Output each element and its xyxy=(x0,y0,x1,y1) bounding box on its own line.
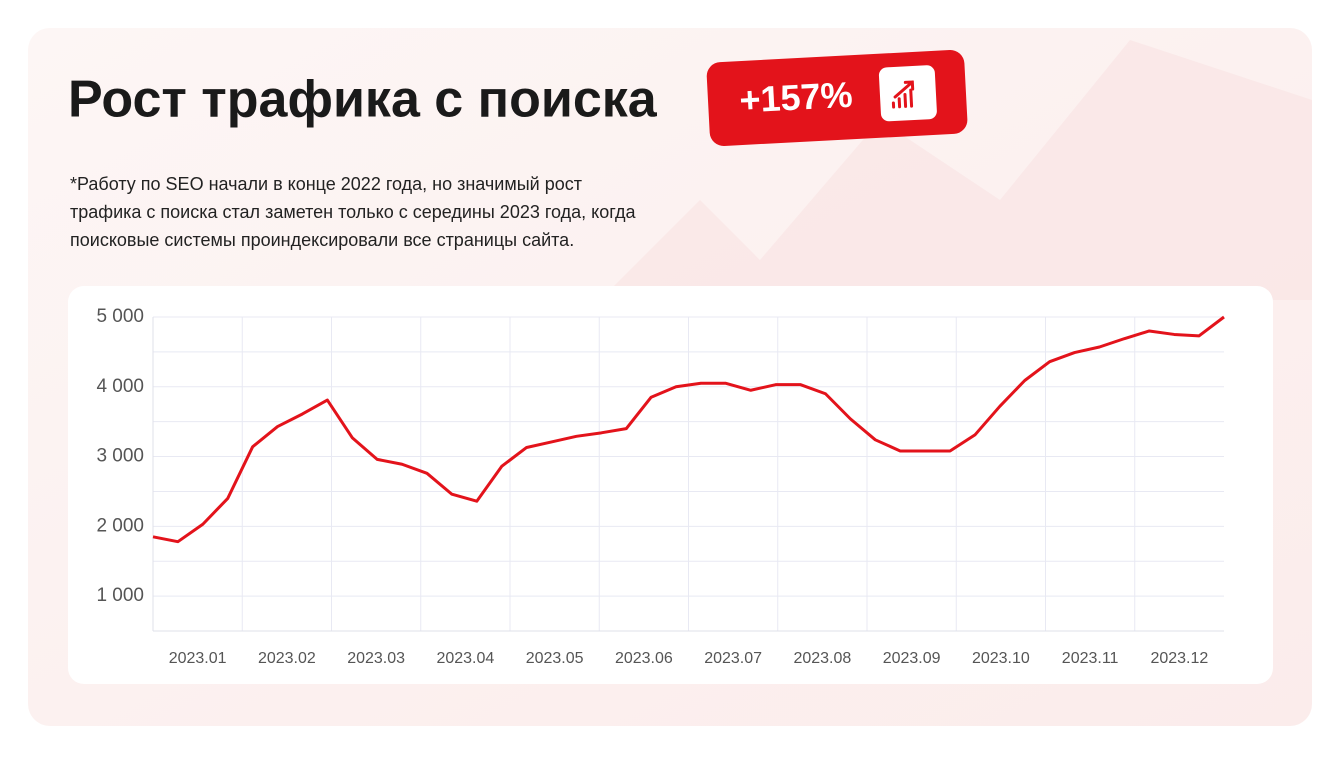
y-tick-label: 3 000 xyxy=(96,446,144,467)
x-tick-label: 2023.03 xyxy=(347,650,405,667)
badge-icon-bg xyxy=(878,65,937,122)
x-tick-label: 2023.01 xyxy=(169,650,227,667)
y-tick-label: 4 000 xyxy=(96,376,144,397)
traffic-line xyxy=(152,315,1225,544)
x-tick-label: 2023.12 xyxy=(1150,650,1208,667)
x-tick-label: 2023.06 xyxy=(615,650,673,667)
x-tick-label: 2023.05 xyxy=(526,650,584,667)
x-tick-label: 2023.07 xyxy=(704,650,762,667)
title: Рост трафика с поиска xyxy=(68,71,658,129)
badge-text: +157% xyxy=(738,74,853,121)
x-tick-label: 2023.04 xyxy=(436,650,494,667)
x-tick-label: 2023.09 xyxy=(883,650,941,667)
note-line: поисковые системы проиндексировали все с… xyxy=(70,230,574,250)
x-tick-label: 2023.10 xyxy=(972,650,1030,667)
y-tick-label: 2 000 xyxy=(96,515,144,536)
badge-icon xyxy=(891,80,915,109)
chart-card xyxy=(68,286,1273,684)
note-line: трафика с поиска стал заметен только с с… xyxy=(70,202,637,222)
badge: +157% xyxy=(706,50,968,146)
note-line: *Работу по SEO начали в конце 2022 года,… xyxy=(70,174,582,194)
x-tick-label: 2023.11 xyxy=(1062,650,1119,667)
y-tick-label: 1 000 xyxy=(96,585,144,606)
background-shape xyxy=(600,40,1312,300)
x-tick-label: 2023.08 xyxy=(793,650,851,667)
x-tick-label: 2023.02 xyxy=(258,650,316,667)
y-tick-label: 5 000 xyxy=(96,306,144,327)
